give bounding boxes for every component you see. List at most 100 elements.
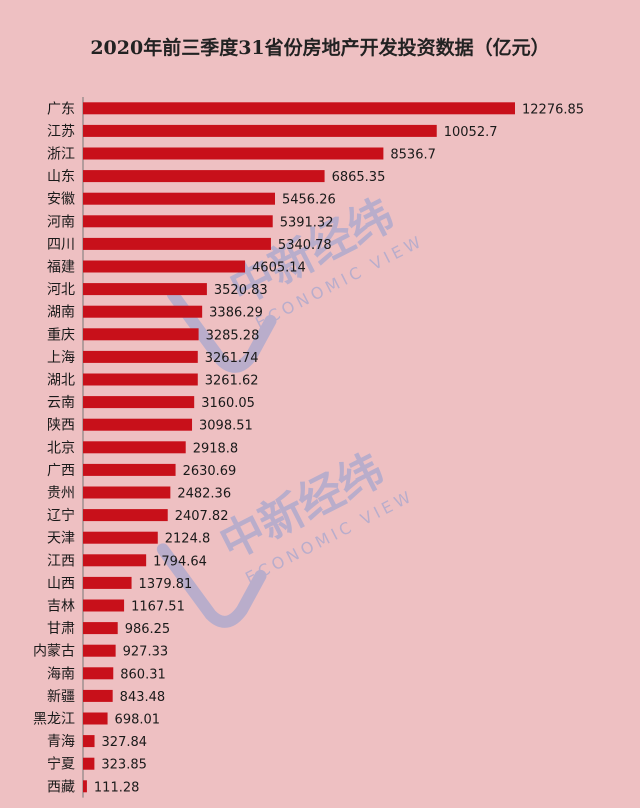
value-label: 8536.7 [390, 148, 436, 163]
bar [83, 124, 437, 137]
category-label: 湖北 [47, 373, 75, 389]
bar [83, 147, 384, 160]
bar [83, 215, 273, 228]
chart-title: 2020年前三季度31省份房地产开发投资数据（亿元） [90, 37, 550, 59]
value-label: 3261.62 [205, 374, 259, 389]
bar [83, 531, 158, 544]
bar [83, 237, 271, 250]
category-label: 广东 [47, 101, 75, 117]
category-label: 浙江 [47, 147, 75, 163]
category-label: 宁夏 [47, 756, 75, 773]
category-label: 山东 [47, 169, 75, 185]
bar [83, 192, 275, 205]
category-label: 重庆 [47, 327, 75, 343]
category-label: 内蒙古 [33, 644, 75, 660]
value-label: 3386.29 [209, 306, 263, 321]
category-label: 贵州 [47, 486, 75, 502]
category-label: 甘肃 [47, 621, 75, 637]
bar [83, 283, 207, 296]
value-label: 1167.51 [131, 600, 185, 615]
value-label: 5391.32 [280, 215, 334, 230]
value-label: 1379.81 [139, 577, 193, 592]
value-label: 698.01 [115, 713, 161, 728]
category-label: 北京 [47, 440, 75, 456]
bar [83, 689, 113, 702]
category-label: 陕西 [47, 418, 75, 434]
category-label: 云南 [47, 395, 75, 411]
value-label: 1794.64 [153, 554, 207, 569]
category-label: 四川 [47, 237, 75, 253]
value-label: 111.28 [94, 780, 140, 795]
bar [83, 396, 195, 409]
category-label: 西藏 [47, 779, 75, 795]
bar [83, 102, 515, 115]
value-label: 986.25 [125, 622, 171, 637]
category-label: 江苏 [47, 124, 75, 140]
value-label: 5456.26 [282, 193, 336, 208]
bar [83, 780, 87, 793]
bar [83, 554, 147, 567]
bars: 广东 12276.85 江苏 10052.7 浙江 8536.7 山东 6865.35 安徽 54… [33, 101, 584, 795]
category-label: 广西 [47, 463, 75, 479]
category-label: 海南 [47, 666, 75, 682]
bar [83, 328, 199, 341]
value-label: 327.84 [102, 735, 148, 750]
watermark-swoosh-icon [156, 543, 267, 628]
bar [83, 735, 95, 748]
bar [83, 463, 176, 476]
bar [83, 373, 198, 386]
bar [83, 599, 125, 612]
category-label: 安徽 [47, 192, 75, 208]
value-label: 3285.28 [206, 328, 260, 343]
value-label: 860.31 [120, 667, 165, 682]
category-label: 吉林 [47, 599, 75, 615]
value-label: 3261.74 [205, 351, 259, 366]
bar [83, 712, 108, 725]
category-label: 新疆 [47, 689, 75, 705]
value-label: 6865.35 [332, 170, 386, 185]
category-label: 黑龙江 [33, 712, 75, 728]
category-label: 上海 [47, 350, 75, 366]
category-label: 河南 [47, 214, 75, 230]
bar [83, 170, 325, 183]
value-label: 2918.8 [193, 441, 239, 456]
category-label: 天津 [47, 531, 75, 547]
category-label: 青海 [47, 734, 75, 750]
category-label: 江西 [47, 553, 75, 569]
value-label: 843.48 [120, 690, 166, 705]
value-label: 2482.36 [177, 487, 231, 502]
bar [83, 757, 95, 770]
value-label: 2407.82 [175, 509, 229, 524]
bar [83, 576, 132, 589]
bar [83, 350, 198, 363]
bar [83, 644, 116, 657]
value-label: 3520.83 [214, 283, 268, 298]
value-label: 5340.78 [278, 238, 332, 253]
category-label: 福建 [47, 260, 75, 276]
bar [83, 622, 118, 635]
value-label: 323.85 [101, 758, 147, 773]
category-label: 湖南 [47, 305, 75, 321]
value-label: 3098.51 [199, 419, 253, 434]
category-label: 辽宁 [47, 507, 75, 524]
value-label: 2124.8 [165, 532, 211, 547]
value-label: 3160.05 [201, 396, 255, 411]
value-label: 2630.69 [183, 464, 237, 479]
value-label: 927.33 [123, 645, 169, 660]
bar [83, 667, 114, 680]
value-label: 10052.7 [444, 125, 498, 140]
bar [83, 418, 193, 431]
bar [83, 441, 186, 454]
bar [83, 509, 168, 522]
bar [83, 486, 171, 499]
value-label: 4605.14 [252, 261, 306, 276]
category-label: 山西 [47, 576, 75, 592]
value-label: 12276.85 [522, 102, 584, 117]
category-label: 河北 [47, 282, 75, 298]
bar [83, 305, 203, 318]
bar [83, 260, 246, 273]
watermark-swoosh-icon [166, 288, 277, 373]
